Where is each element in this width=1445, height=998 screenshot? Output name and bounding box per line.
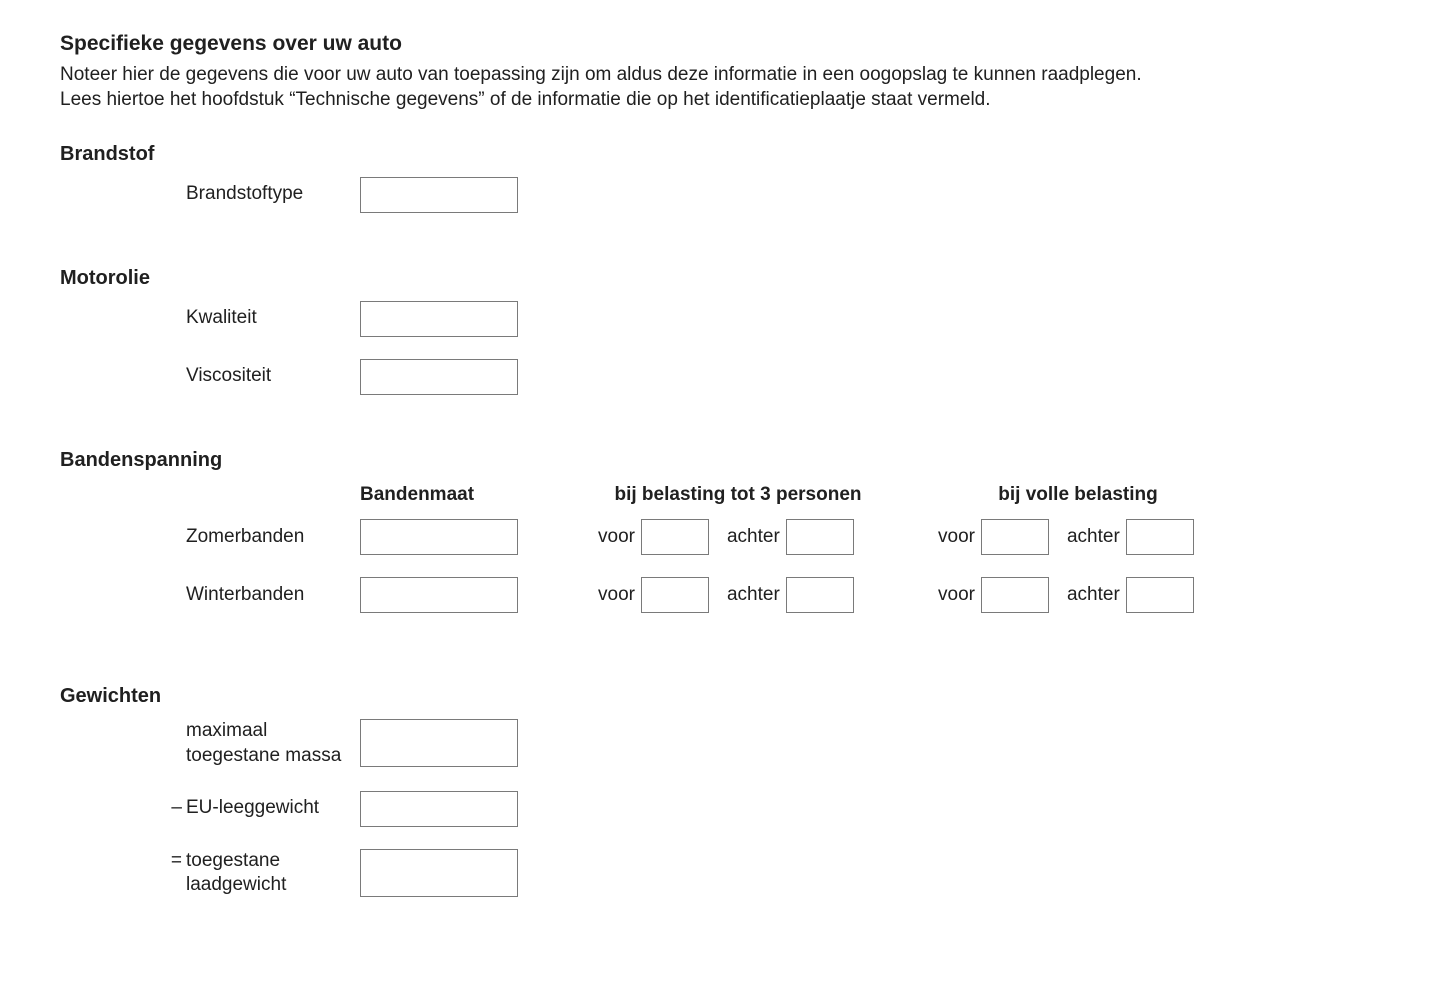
- input-kwaliteit[interactable]: [360, 301, 518, 337]
- col-header-loadfull: bij volle belasting: [938, 483, 1218, 508]
- row-laadgewicht: = toegestane laadgewicht: [60, 849, 1385, 898]
- label-laadgewicht-l2: laadgewicht: [186, 874, 286, 895]
- input-viscositeit[interactable]: [360, 359, 518, 395]
- group-zomer-load3: voor achter: [598, 519, 878, 555]
- intro-line-1: Noteer hier de gegevens die voor uw auto…: [60, 64, 1142, 85]
- label-max-massa: maximaal toegestane massa: [186, 719, 341, 768]
- input-zomer-full-achter[interactable]: [1126, 519, 1194, 555]
- label-achter: achter: [1067, 583, 1120, 608]
- label-laadgewicht: toegestane laadgewicht: [186, 849, 286, 898]
- row-brandstoftype: Brandstoftype: [60, 177, 1385, 213]
- intro-text: Noteer hier de gegevens die voor uw auto…: [60, 63, 1385, 112]
- input-winter-p3-voor[interactable]: [641, 577, 709, 613]
- row-kwaliteit: Kwaliteit: [60, 301, 1385, 337]
- label-achter: achter: [727, 525, 780, 550]
- section-heading-gewichten: Gewichten: [60, 683, 1385, 709]
- label-viscositeit: Viscositeit: [186, 364, 271, 389]
- label-max-massa-l2: toegestane massa: [186, 745, 341, 766]
- input-zomer-full-voor[interactable]: [981, 519, 1049, 555]
- label-achter: achter: [727, 583, 780, 608]
- label-voor: voor: [598, 525, 635, 550]
- input-zomer-maat[interactable]: [360, 519, 518, 555]
- page-title: Specifieke gegevens over uw auto: [60, 30, 1385, 57]
- input-brandstoftype[interactable]: [360, 177, 518, 213]
- label-max-massa-l1: maximaal: [186, 720, 267, 741]
- label-voor: voor: [598, 583, 635, 608]
- row-winterbanden: Winterbanden voor achter voor achter: [60, 577, 1385, 613]
- col-header-bandenmaat: Bandenmaat: [360, 483, 518, 508]
- prefix-minus: –: [164, 796, 186, 821]
- section-heading-brandstof: Brandstof: [60, 141, 1385, 167]
- section-heading-motorolie: Motorolie: [60, 265, 1385, 291]
- group-winter-load3: voor achter: [598, 577, 878, 613]
- input-winter-full-achter[interactable]: [1126, 577, 1194, 613]
- label-voor: voor: [938, 583, 975, 608]
- input-zomer-p3-achter[interactable]: [786, 519, 854, 555]
- input-zomer-p3-voor[interactable]: [641, 519, 709, 555]
- row-viscositeit: Viscositeit: [60, 359, 1385, 395]
- label-eu-leeggewicht: EU-leeggewicht: [186, 796, 319, 821]
- label-kwaliteit: Kwaliteit: [186, 306, 257, 331]
- prefix-equals: =: [164, 849, 186, 874]
- label-zomerbanden: Zomerbanden: [186, 525, 304, 550]
- label-winterbanden: Winterbanden: [186, 583, 304, 608]
- tire-header-row: Bandenmaat bij belasting tot 3 personen …: [60, 483, 1385, 508]
- col-header-load3: bij belasting tot 3 personen: [598, 483, 878, 508]
- row-zomerbanden: Zomerbanden voor achter voor achter: [60, 519, 1385, 555]
- section-heading-bandenspanning: Bandenspanning: [60, 447, 1385, 473]
- input-winter-p3-achter[interactable]: [786, 577, 854, 613]
- document-page: Specifieke gegevens over uw auto Noteer …: [0, 0, 1445, 980]
- group-winter-full: voor achter: [938, 577, 1218, 613]
- intro-line-2: Lees hiertoe het hoofdstuk “Technische g…: [60, 89, 991, 110]
- label-voor: voor: [938, 525, 975, 550]
- row-eu-leeggewicht: – EU-leeggewicht: [60, 791, 1385, 827]
- group-zomer-full: voor achter: [938, 519, 1218, 555]
- label-achter: achter: [1067, 525, 1120, 550]
- input-winter-full-voor[interactable]: [981, 577, 1049, 613]
- input-max-massa[interactable]: [360, 719, 518, 767]
- label-brandstoftype: Brandstoftype: [186, 182, 303, 207]
- input-winter-maat[interactable]: [360, 577, 518, 613]
- input-laadgewicht[interactable]: [360, 849, 518, 897]
- label-laadgewicht-l1: toegestane: [186, 850, 280, 871]
- input-eu-leeggewicht[interactable]: [360, 791, 518, 827]
- row-max-massa: maximaal toegestane massa: [60, 719, 1385, 768]
